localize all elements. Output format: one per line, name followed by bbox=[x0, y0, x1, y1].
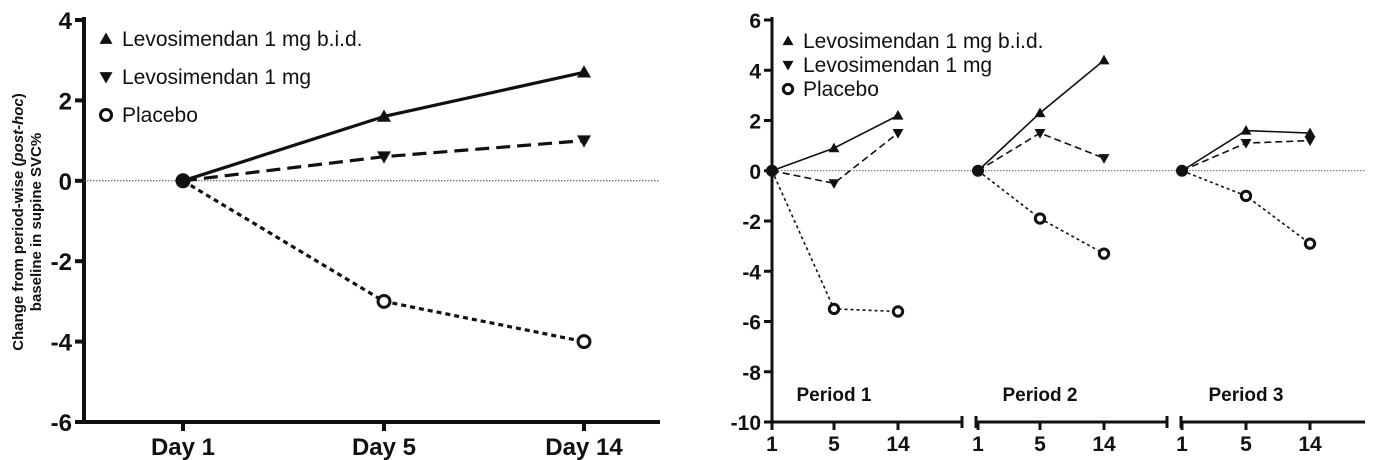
legend-marker bbox=[782, 35, 794, 46]
y-tick-label: 0 bbox=[59, 169, 72, 196]
y-axis-label-line2: baseline in supine SVC% bbox=[28, 133, 45, 311]
series-line-1 bbox=[771, 114, 899, 172]
data-point bbox=[1239, 189, 1253, 203]
legend-marker bbox=[99, 32, 113, 44]
legend-label: Placebo bbox=[122, 104, 198, 127]
data-point bbox=[1240, 125, 1252, 135]
period-label: Period 3 bbox=[1209, 385, 1284, 406]
series-line-1 bbox=[1181, 129, 1311, 172]
y-tick-label: -10 bbox=[731, 412, 761, 435]
data-point bbox=[576, 334, 592, 350]
x-tick-label: Day 1 bbox=[151, 434, 215, 460]
y-tick-label: 0 bbox=[749, 161, 761, 184]
y-tick-label: -6 bbox=[742, 312, 761, 335]
x-tick-label: 5 bbox=[828, 433, 840, 456]
series-line-2 bbox=[977, 132, 1105, 172]
data-point bbox=[828, 142, 840, 153]
data-point bbox=[1033, 212, 1047, 225]
series-line-2 bbox=[771, 132, 899, 185]
y-tick-label: 4 bbox=[749, 60, 761, 83]
x-tick-label: 1 bbox=[766, 433, 778, 456]
data-point bbox=[577, 135, 591, 148]
y-tick-label: -2 bbox=[51, 249, 72, 276]
origin-point bbox=[766, 164, 778, 177]
legend-marker bbox=[781, 82, 795, 96]
data-point bbox=[1097, 247, 1111, 260]
legend-marker bbox=[782, 60, 794, 71]
data-point bbox=[892, 128, 904, 139]
y-tick-label: -8 bbox=[742, 362, 761, 385]
y-axis-label-line1: Change from period-wise (post-hoc) bbox=[10, 93, 27, 351]
data-point bbox=[377, 151, 391, 164]
y-tick-label: -6 bbox=[51, 410, 72, 437]
origin-point bbox=[972, 164, 984, 177]
x-tick-label: 1 bbox=[972, 433, 984, 456]
data-point bbox=[892, 109, 904, 120]
y-tick-label: 2 bbox=[749, 111, 761, 134]
y-tick-label: 2 bbox=[59, 88, 72, 115]
series-line-3 bbox=[771, 170, 899, 313]
data-point bbox=[828, 179, 840, 189]
legend-label: Placebo bbox=[803, 78, 879, 101]
data-point bbox=[1304, 127, 1316, 138]
series-line-3 bbox=[182, 179, 585, 344]
data-point bbox=[1303, 237, 1317, 250]
y-tick-label: 4 bbox=[59, 8, 73, 35]
data-point bbox=[1034, 107, 1046, 118]
data-point bbox=[577, 65, 591, 78]
y-tick-label: -2 bbox=[742, 211, 761, 234]
period-label: Period 1 bbox=[797, 385, 872, 406]
legend-label: Levosimendan 1 mg b.i.d. bbox=[803, 30, 1043, 53]
data-point bbox=[827, 302, 841, 316]
x-tick-label: 5 bbox=[1240, 433, 1252, 456]
period-label: Period 2 bbox=[1003, 385, 1078, 406]
x-tick-label: 14 bbox=[1092, 433, 1116, 456]
data-point bbox=[1098, 54, 1110, 65]
legend-label: Levosimendan 1 mg bbox=[803, 54, 992, 77]
x-tick-label: 5 bbox=[1034, 433, 1046, 456]
y-tick-label: 6 bbox=[749, 10, 761, 33]
origin-point bbox=[175, 173, 191, 189]
y-tick-label: -4 bbox=[51, 330, 73, 357]
data-point bbox=[1034, 128, 1046, 139]
origin-point bbox=[1176, 164, 1188, 177]
x-tick-label: Day 5 bbox=[352, 434, 416, 460]
x-tick-label: 1 bbox=[1176, 433, 1188, 456]
series-line-3 bbox=[977, 170, 1105, 255]
left-chart: 4 2 0 -2 -4 -6 Day 1 Day 5 Day 14 Change from per… bbox=[10, 8, 660, 460]
y-tick-label: -4 bbox=[742, 261, 761, 284]
x-tick-label: Day 14 bbox=[545, 434, 623, 460]
data-point bbox=[1304, 136, 1316, 147]
legend-marker bbox=[99, 72, 113, 84]
x-tick-label: 14 bbox=[1298, 433, 1322, 456]
legend-label: Levosimendan 1 mg bbox=[122, 66, 311, 89]
data-point bbox=[891, 305, 905, 318]
series-line-3 bbox=[1181, 170, 1311, 245]
data-point bbox=[1098, 154, 1110, 164]
legend-marker bbox=[98, 107, 114, 123]
data-point bbox=[377, 109, 391, 122]
legend-label: Levosimendan 1 mg b.i.d. bbox=[122, 28, 362, 51]
data-point bbox=[376, 293, 392, 309]
data-point bbox=[1240, 138, 1252, 149]
x-tick-label: 14 bbox=[886, 433, 910, 456]
